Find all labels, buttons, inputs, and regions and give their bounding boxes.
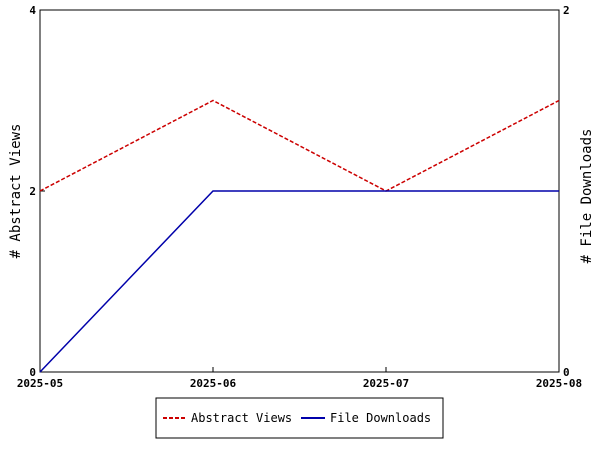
right-y-axis-ticks: 02 bbox=[554, 4, 570, 379]
series-line-abstract-views bbox=[39, 99, 560, 192]
legend-label-file-downloads: File Downloads bbox=[330, 411, 431, 425]
series-layer bbox=[39, 99, 560, 373]
x-tick-label: 2025-06 bbox=[190, 377, 237, 390]
left-y-tick-label: 4 bbox=[29, 4, 36, 17]
right-y-tick-label: 2 bbox=[563, 4, 570, 17]
left-y-axis-title: # Abstract Views bbox=[8, 124, 24, 259]
right-y-tick-label: 0 bbox=[563, 366, 570, 379]
left-y-tick-label: 0 bbox=[29, 366, 36, 379]
right-y-axis-title: # File Downloads bbox=[579, 129, 595, 264]
left-y-tick-label: 2 bbox=[29, 185, 36, 198]
x-tick-label: 2025-05 bbox=[17, 377, 63, 390]
series-line-file-downloads bbox=[39, 190, 559, 373]
x-tick-label: 2025-07 bbox=[363, 377, 409, 390]
legend: Abstract Views File Downloads bbox=[155, 397, 444, 439]
legend-box bbox=[155, 397, 444, 439]
x-tick-label: 2025-08 bbox=[536, 377, 582, 390]
legend-label-abstract-views: Abstract Views bbox=[191, 411, 292, 425]
x-axis-ticks: 2025-05 2025-06 2025-07 2025-08 bbox=[17, 367, 582, 390]
